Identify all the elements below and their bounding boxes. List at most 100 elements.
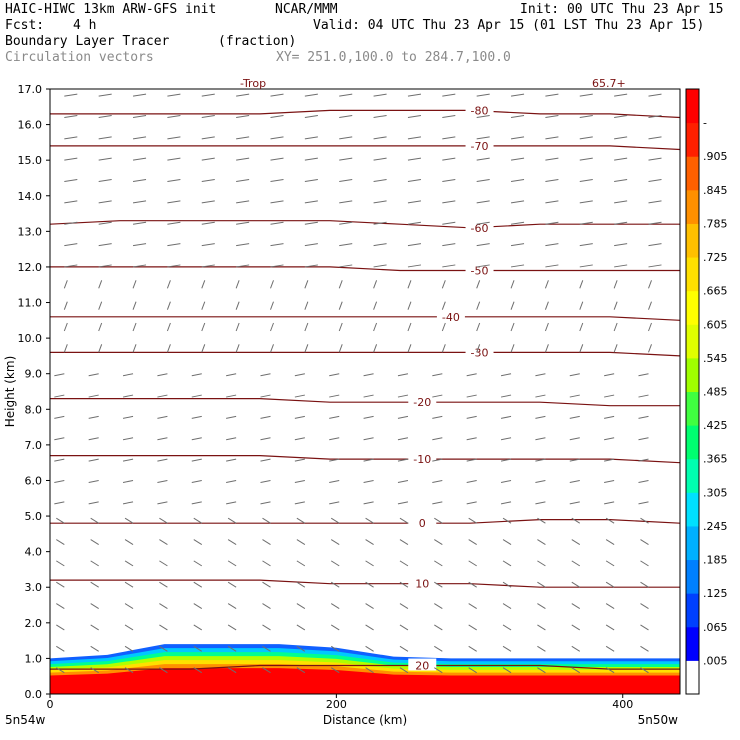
contour-label: -60	[471, 222, 489, 235]
vector-arrow	[442, 179, 456, 183]
vector-arrow	[510, 157, 525, 161]
vector-arrow	[54, 458, 65, 462]
vector-arrow	[294, 479, 305, 483]
vector-arrow	[56, 539, 65, 545]
vector-arrow	[476, 280, 481, 289]
vector-arrow	[90, 667, 99, 674]
vector-arrow	[502, 645, 512, 652]
vector-arrow	[90, 603, 99, 610]
colorbar-swatch	[686, 223, 699, 258]
vector-arrow	[510, 200, 525, 204]
vector-arrow	[535, 373, 546, 377]
vector-arrow	[339, 157, 353, 161]
vector-arrow	[365, 667, 374, 674]
vector-arrow	[304, 221, 318, 225]
vector-arrow	[604, 458, 615, 462]
vector-arrow	[167, 243, 181, 247]
vector-arrow	[648, 264, 662, 268]
vector-arrow	[544, 322, 549, 332]
vector-arrow	[226, 458, 237, 462]
vector-arrow	[159, 667, 168, 674]
colorbar-swatch	[686, 189, 699, 224]
vector-arrow	[157, 437, 168, 441]
vector-arrow	[294, 437, 305, 441]
temperature-contour	[50, 266, 680, 272]
vector-arrow	[262, 517, 271, 524]
vector-arrow	[476, 344, 481, 353]
vector-arrow	[226, 501, 237, 505]
vector-arrow	[571, 624, 581, 631]
vector-arrow	[399, 539, 409, 545]
vector-arrow	[166, 322, 171, 332]
vector-arrow	[468, 624, 477, 631]
vector-arrow	[270, 179, 284, 183]
vector-arrow	[236, 93, 250, 97]
contour-label: -10	[413, 453, 431, 466]
vector-arrow	[434, 581, 443, 588]
vector-arrow	[363, 415, 374, 419]
vector-arrow	[510, 114, 525, 118]
vector-arrow	[397, 479, 409, 483]
vector-arrow	[260, 415, 271, 419]
vector-arrow	[579, 157, 593, 161]
vector-arrow	[56, 603, 65, 610]
vector-arrow	[537, 560, 546, 567]
vector-arrow	[407, 344, 412, 353]
vector-arrow	[407, 179, 422, 183]
vector-arrow	[640, 624, 649, 631]
colorbar-swatch	[686, 257, 699, 292]
vector-arrow	[339, 93, 353, 97]
vector-arrow	[54, 437, 65, 441]
vector-arrow	[397, 458, 409, 462]
vector-arrow	[98, 280, 103, 289]
vector-arrow	[329, 394, 340, 398]
vector-arrow	[432, 415, 443, 419]
vector-arrow	[122, 458, 134, 462]
vector-arrow	[167, 157, 181, 161]
vector-arrow	[537, 624, 546, 631]
vector-arrow	[56, 624, 65, 631]
contour-label-bg	[408, 395, 437, 408]
vector-arrow	[640, 539, 649, 545]
vector-arrow	[579, 114, 593, 118]
y-tick-label: 17.0	[18, 83, 43, 96]
vector-arrow	[54, 479, 65, 483]
vector-arrow	[441, 322, 446, 332]
header-field: Boundary Layer Tracer	[5, 34, 170, 49]
colorbar-label: .785	[703, 217, 728, 230]
x-start-location: 5n54w	[5, 713, 46, 727]
vector-arrow	[88, 415, 99, 419]
colorbar-label: .665	[703, 285, 728, 298]
vector-arrow	[640, 581, 649, 588]
vector-arrow	[329, 479, 340, 483]
vector-arrow	[159, 645, 168, 652]
contour-label-bg	[408, 658, 437, 671]
vector-arrow	[510, 280, 515, 289]
tracer-band-6	[50, 668, 680, 694]
vector-arrow	[330, 624, 340, 631]
vector-arrow	[122, 373, 134, 377]
vector-arrow	[157, 415, 168, 419]
vector-arrow	[544, 301, 549, 310]
vector-arrow	[500, 458, 512, 462]
vector-arrow	[124, 645, 134, 652]
vector-arrow	[434, 667, 443, 674]
vector-arrow	[638, 394, 649, 398]
vector-arrow	[432, 394, 443, 398]
contour-label: 20	[415, 660, 429, 673]
x-tick-label: 400	[612, 698, 633, 711]
vector-arrow	[157, 394, 168, 398]
vector-arrow	[604, 415, 615, 419]
vector-arrow	[373, 243, 387, 247]
vector-arrow	[193, 539, 203, 545]
vector-arrow	[365, 517, 374, 524]
vector-arrow	[605, 539, 615, 545]
vector-arrow	[502, 603, 512, 610]
vector-arrow	[648, 200, 662, 204]
vector-arrow	[569, 373, 580, 377]
vector-arrow	[201, 136, 215, 140]
vector-arrow	[304, 93, 318, 97]
vector-arrow	[640, 603, 649, 610]
vector-arrow	[648, 157, 662, 161]
vector-arrow	[545, 93, 559, 97]
